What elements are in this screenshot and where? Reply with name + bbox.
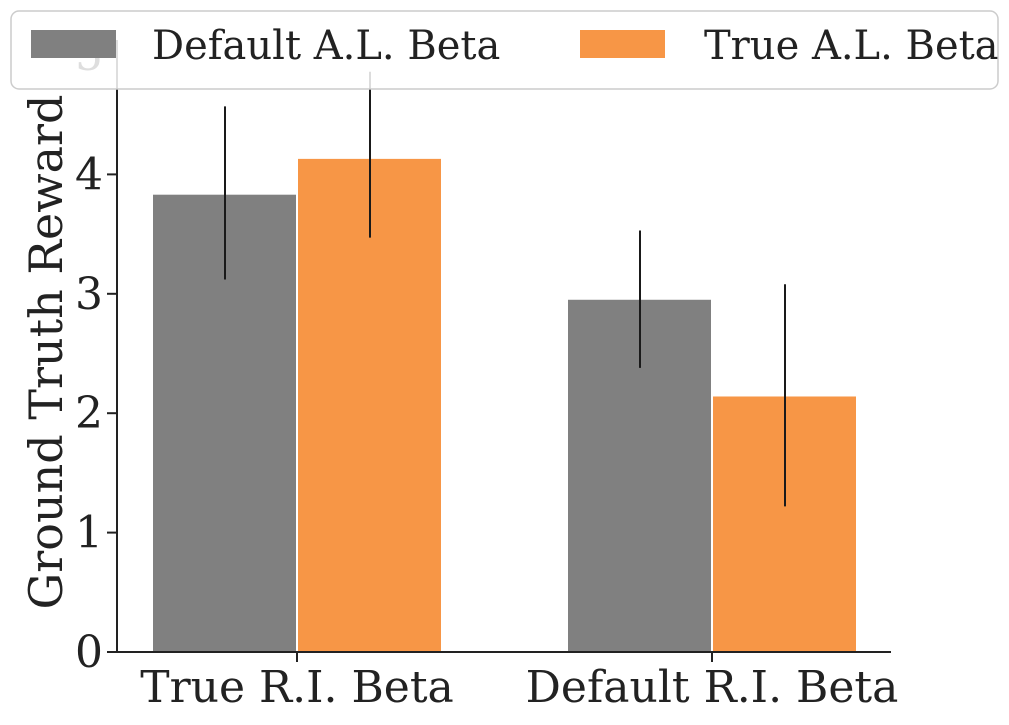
x-tick-label-default-r-i-beta: Default R.I. Beta bbox=[526, 662, 899, 713]
y-tick-label: 1 bbox=[75, 508, 103, 559]
bar-true-a-l-beta-true-r-i-beta bbox=[298, 158, 441, 653]
y-axis-ticks: 012345 bbox=[75, 30, 117, 678]
legend-swatch-default-al-beta bbox=[31, 30, 116, 58]
x-tick-label-true-r-i-beta: True R.I. Beta bbox=[140, 662, 454, 713]
axes bbox=[116, 40, 891, 653]
y-tick-label: 0 bbox=[75, 627, 103, 678]
legend: Default A.L. Beta True A.L. Beta bbox=[10, 10, 999, 90]
legend-frame bbox=[10, 10, 999, 90]
y-tick-label: 4 bbox=[75, 149, 103, 200]
y-tick-label: 3 bbox=[75, 269, 103, 320]
bars bbox=[153, 158, 856, 653]
x-axis-ticks: True R.I. Beta Default R.I. Beta bbox=[140, 652, 898, 713]
y-axis-label: Ground Truth Reward bbox=[19, 95, 73, 610]
legend-label-true-al-beta: True A.L. Beta bbox=[704, 23, 999, 69]
error-bars bbox=[224, 71, 786, 507]
legend-label-default-al-beta: Default A.L. Beta bbox=[152, 23, 500, 69]
legend-swatch-true-al-beta bbox=[580, 30, 665, 58]
y-tick-label: 2 bbox=[75, 388, 103, 439]
